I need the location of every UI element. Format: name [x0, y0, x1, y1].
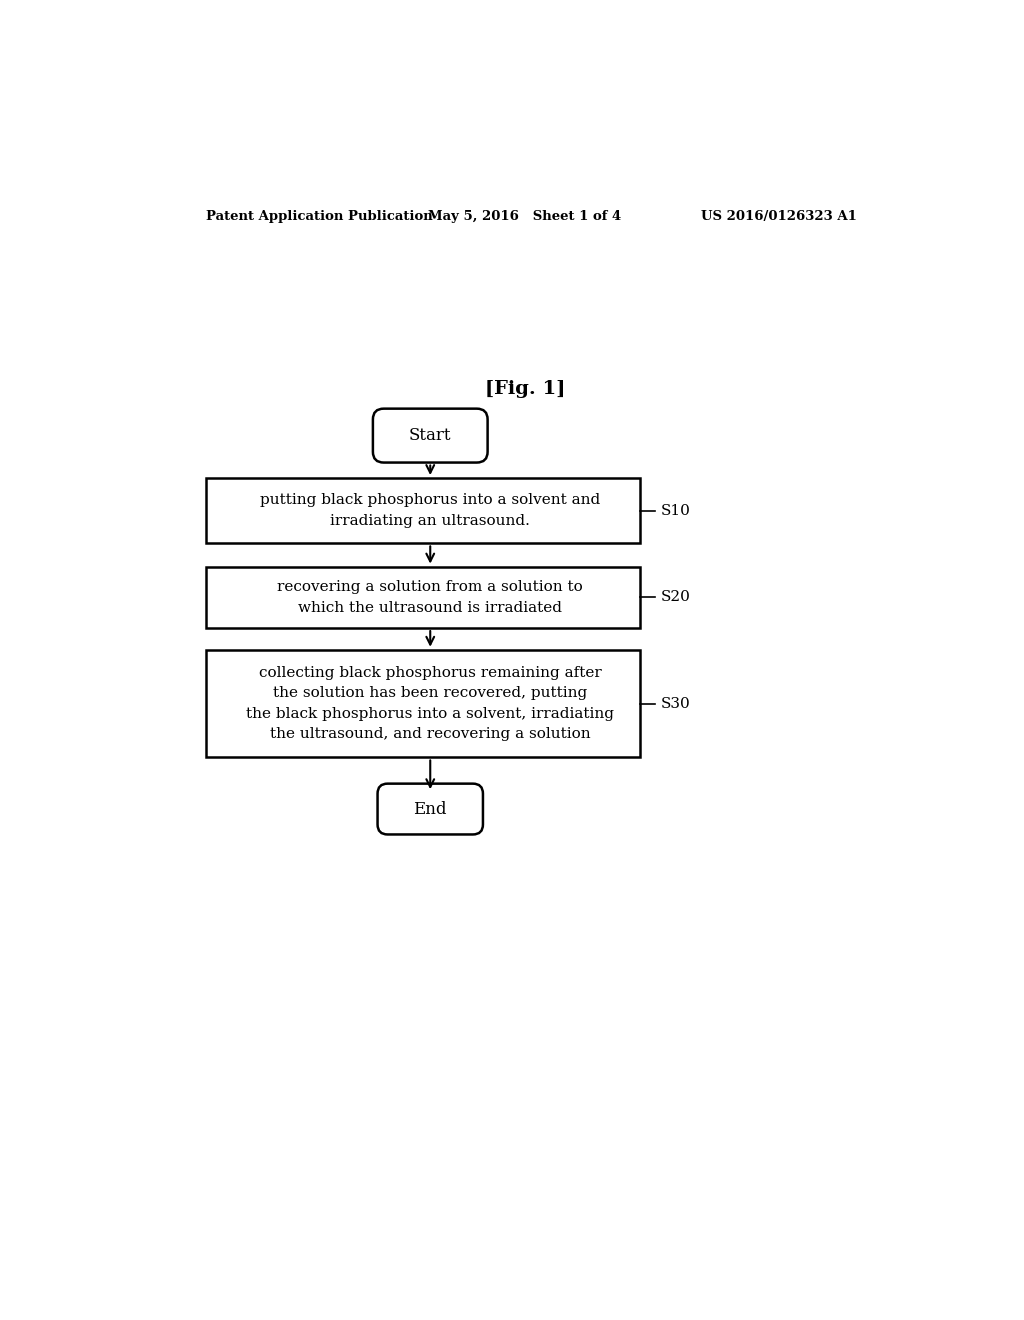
Text: S30: S30 — [660, 697, 690, 710]
Text: collecting black phosphorus remaining after
the solution has been recovered, put: collecting black phosphorus remaining af… — [246, 665, 614, 742]
Text: putting black phosphorus into a solvent and
irradiating an ultrasound.: putting black phosphorus into a solvent … — [260, 494, 600, 528]
Text: recovering a solution from a solution to
which the ultrasound is irradiated: recovering a solution from a solution to… — [278, 579, 583, 615]
Bar — [206, 649, 640, 758]
Text: End: End — [414, 800, 447, 817]
Text: US 2016/0126323 A1: US 2016/0126323 A1 — [700, 210, 856, 223]
FancyBboxPatch shape — [378, 784, 483, 834]
Text: Start: Start — [409, 428, 452, 444]
Text: Patent Application Publication: Patent Application Publication — [206, 210, 432, 223]
Text: S20: S20 — [660, 590, 690, 605]
Text: S10: S10 — [660, 504, 690, 517]
FancyBboxPatch shape — [373, 409, 487, 462]
Text: [Fig. 1]: [Fig. 1] — [484, 380, 565, 399]
Bar — [206, 566, 640, 628]
Bar — [206, 478, 640, 544]
Text: May 5, 2016   Sheet 1 of 4: May 5, 2016 Sheet 1 of 4 — [428, 210, 622, 223]
